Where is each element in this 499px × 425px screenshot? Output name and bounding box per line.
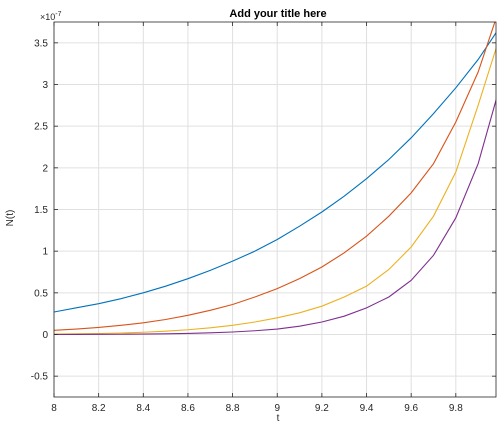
x-tick-label: 8.6 [181, 403, 195, 414]
y-tick-label: 2 [42, 163, 48, 174]
series-line-2 [54, 22, 496, 331]
y-tick-label: 2.5 [34, 122, 48, 133]
x-axis-label: t [277, 413, 280, 424]
y-tick-label: 3 [42, 80, 48, 91]
series-line-1 [54, 31, 496, 313]
x-tick-label: 8 [51, 403, 57, 414]
chart-title: Add your title here [229, 8, 326, 20]
y-tick-label: -0.5 [31, 372, 49, 383]
series-line-3 [54, 46, 496, 335]
series-lines [54, 22, 496, 336]
x-tick-label: 9.6 [404, 403, 418, 414]
y-tick-label: 1 [42, 247, 48, 258]
x-tick-label: 9.8 [449, 403, 463, 414]
y-tick-label: 1.5 [34, 205, 48, 216]
y-tick-label: 0.5 [34, 288, 48, 299]
x-tick-label: 9.4 [360, 403, 374, 414]
ticks: 8 8.2 8.4 8.6 8.8 9 9.2 9.4 9.6 9.8 -0.5 0 0.5 1 1.5 2 2… [31, 22, 496, 414]
x-tick-label: 8.8 [226, 403, 240, 414]
series-line-4 [54, 98, 496, 336]
y-exponent-label: ×10-7 [40, 11, 62, 22]
y-tick-label: 3.5 [34, 38, 48, 49]
y-tick-label: 0 [42, 330, 48, 341]
x-tick-label: 9.2 [315, 403, 329, 414]
x-tick-label: 8.4 [136, 403, 150, 414]
y-axis-label: N(t) [5, 210, 16, 227]
x-tick-label: 8.2 [92, 403, 106, 414]
x-tick-label: 9 [274, 403, 280, 414]
